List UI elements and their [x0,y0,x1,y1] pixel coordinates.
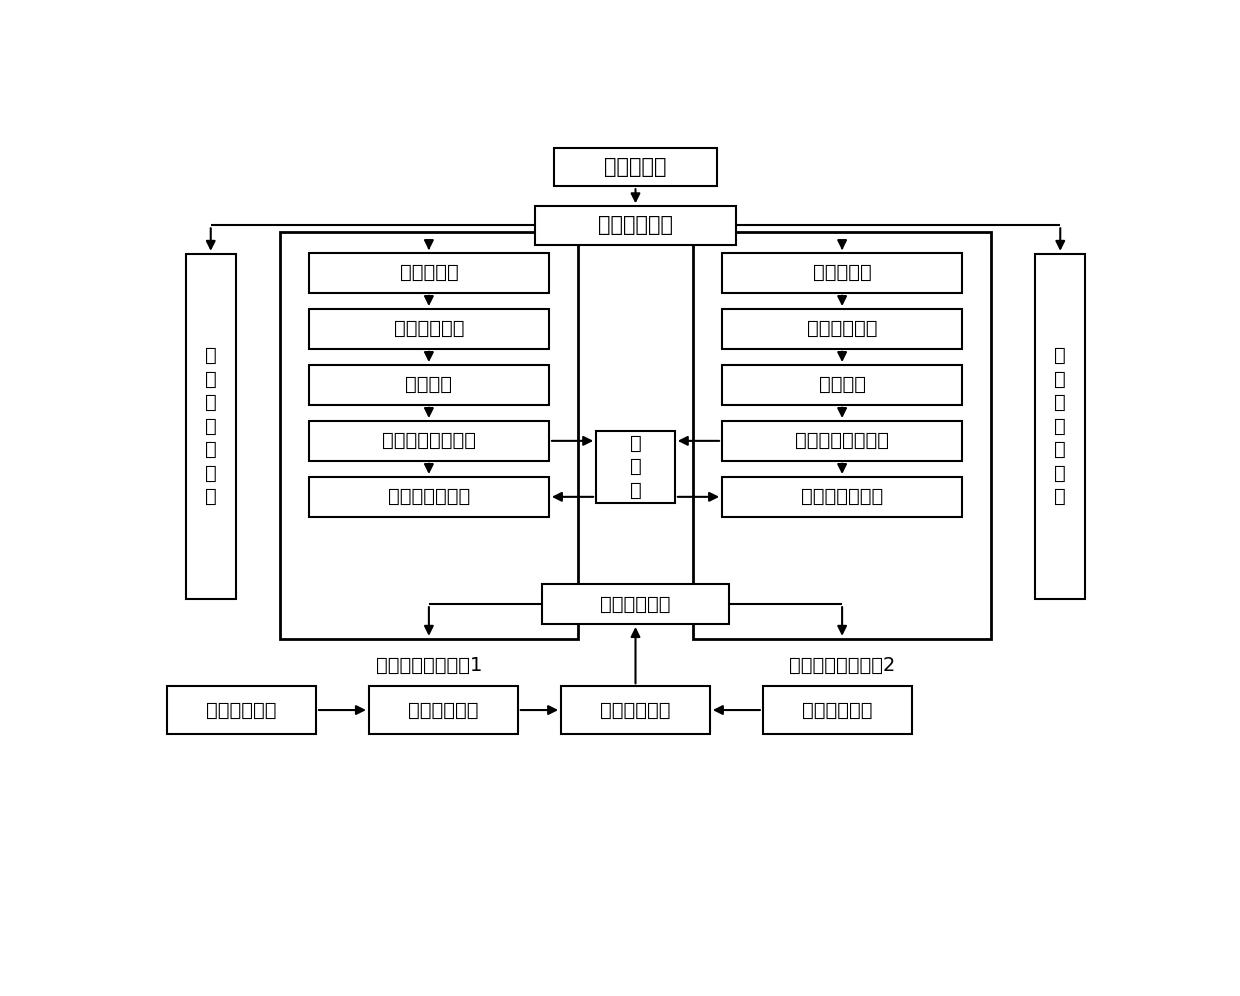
Bar [542,585,729,624]
Text: 燃料电池发电系统1: 燃料电池发电系统1 [376,655,482,674]
Bar [763,686,911,734]
Text: 子存储装置: 子存储装置 [812,263,872,283]
Bar [534,206,737,245]
Text: 蓄
电
池: 蓄 电 池 [630,434,641,500]
Bar [722,421,962,461]
Bar [309,477,549,517]
Bar [186,254,236,599]
Text: 电动汽车充电桩: 电动汽车充电桩 [388,487,470,506]
Bar [309,365,549,404]
Bar [554,147,717,186]
Text: 燃料电池发电系统2: 燃料电池发电系统2 [789,655,895,674]
Text: 目标建立模块: 目标建立模块 [802,700,873,719]
Text: 制氢系统: 制氢系统 [818,375,866,394]
Text: 子存储装置: 子存储装置 [399,263,459,283]
Text: 需求预测模块: 需求预测模块 [206,700,277,719]
Bar [693,232,991,638]
Bar [722,253,962,293]
Text: 甲
醇
水
加
注
系
统: 甲 醇 水 加 注 系 统 [1054,347,1066,506]
Text: 电动汽车充电桩: 电动汽车充电桩 [801,487,883,506]
Text: 集中供液系统: 集中供液系统 [598,215,673,235]
Bar [280,232,578,638]
Text: 甲
醇
水
加
注
系
统: 甲 醇 水 加 注 系 统 [205,347,217,506]
Bar [596,430,675,503]
Bar [560,686,711,734]
Bar [722,365,962,404]
Bar [167,686,316,734]
Bar [309,309,549,349]
Text: 燃料电池发电机组: 燃料电池发电机组 [795,431,889,450]
Bar [309,421,549,461]
Text: 分路供液系统: 分路供液系统 [807,320,878,339]
Text: 燃料电池发电机组: 燃料电池发电机组 [382,431,476,450]
Bar [309,253,549,293]
Text: 约束建立模块: 约束建立模块 [408,700,479,719]
Bar [722,477,962,517]
Bar [368,686,518,734]
Text: 制氢系统: 制氢系统 [405,375,453,394]
Text: 总存储装置: 总存储装置 [604,157,667,177]
Text: 分路供液系统: 分路供液系统 [393,320,464,339]
Bar [722,309,962,349]
Text: 数量求解模块: 数量求解模块 [600,700,671,719]
Bar [1035,254,1085,599]
Text: 启停控制模块: 启停控制模块 [600,595,671,614]
